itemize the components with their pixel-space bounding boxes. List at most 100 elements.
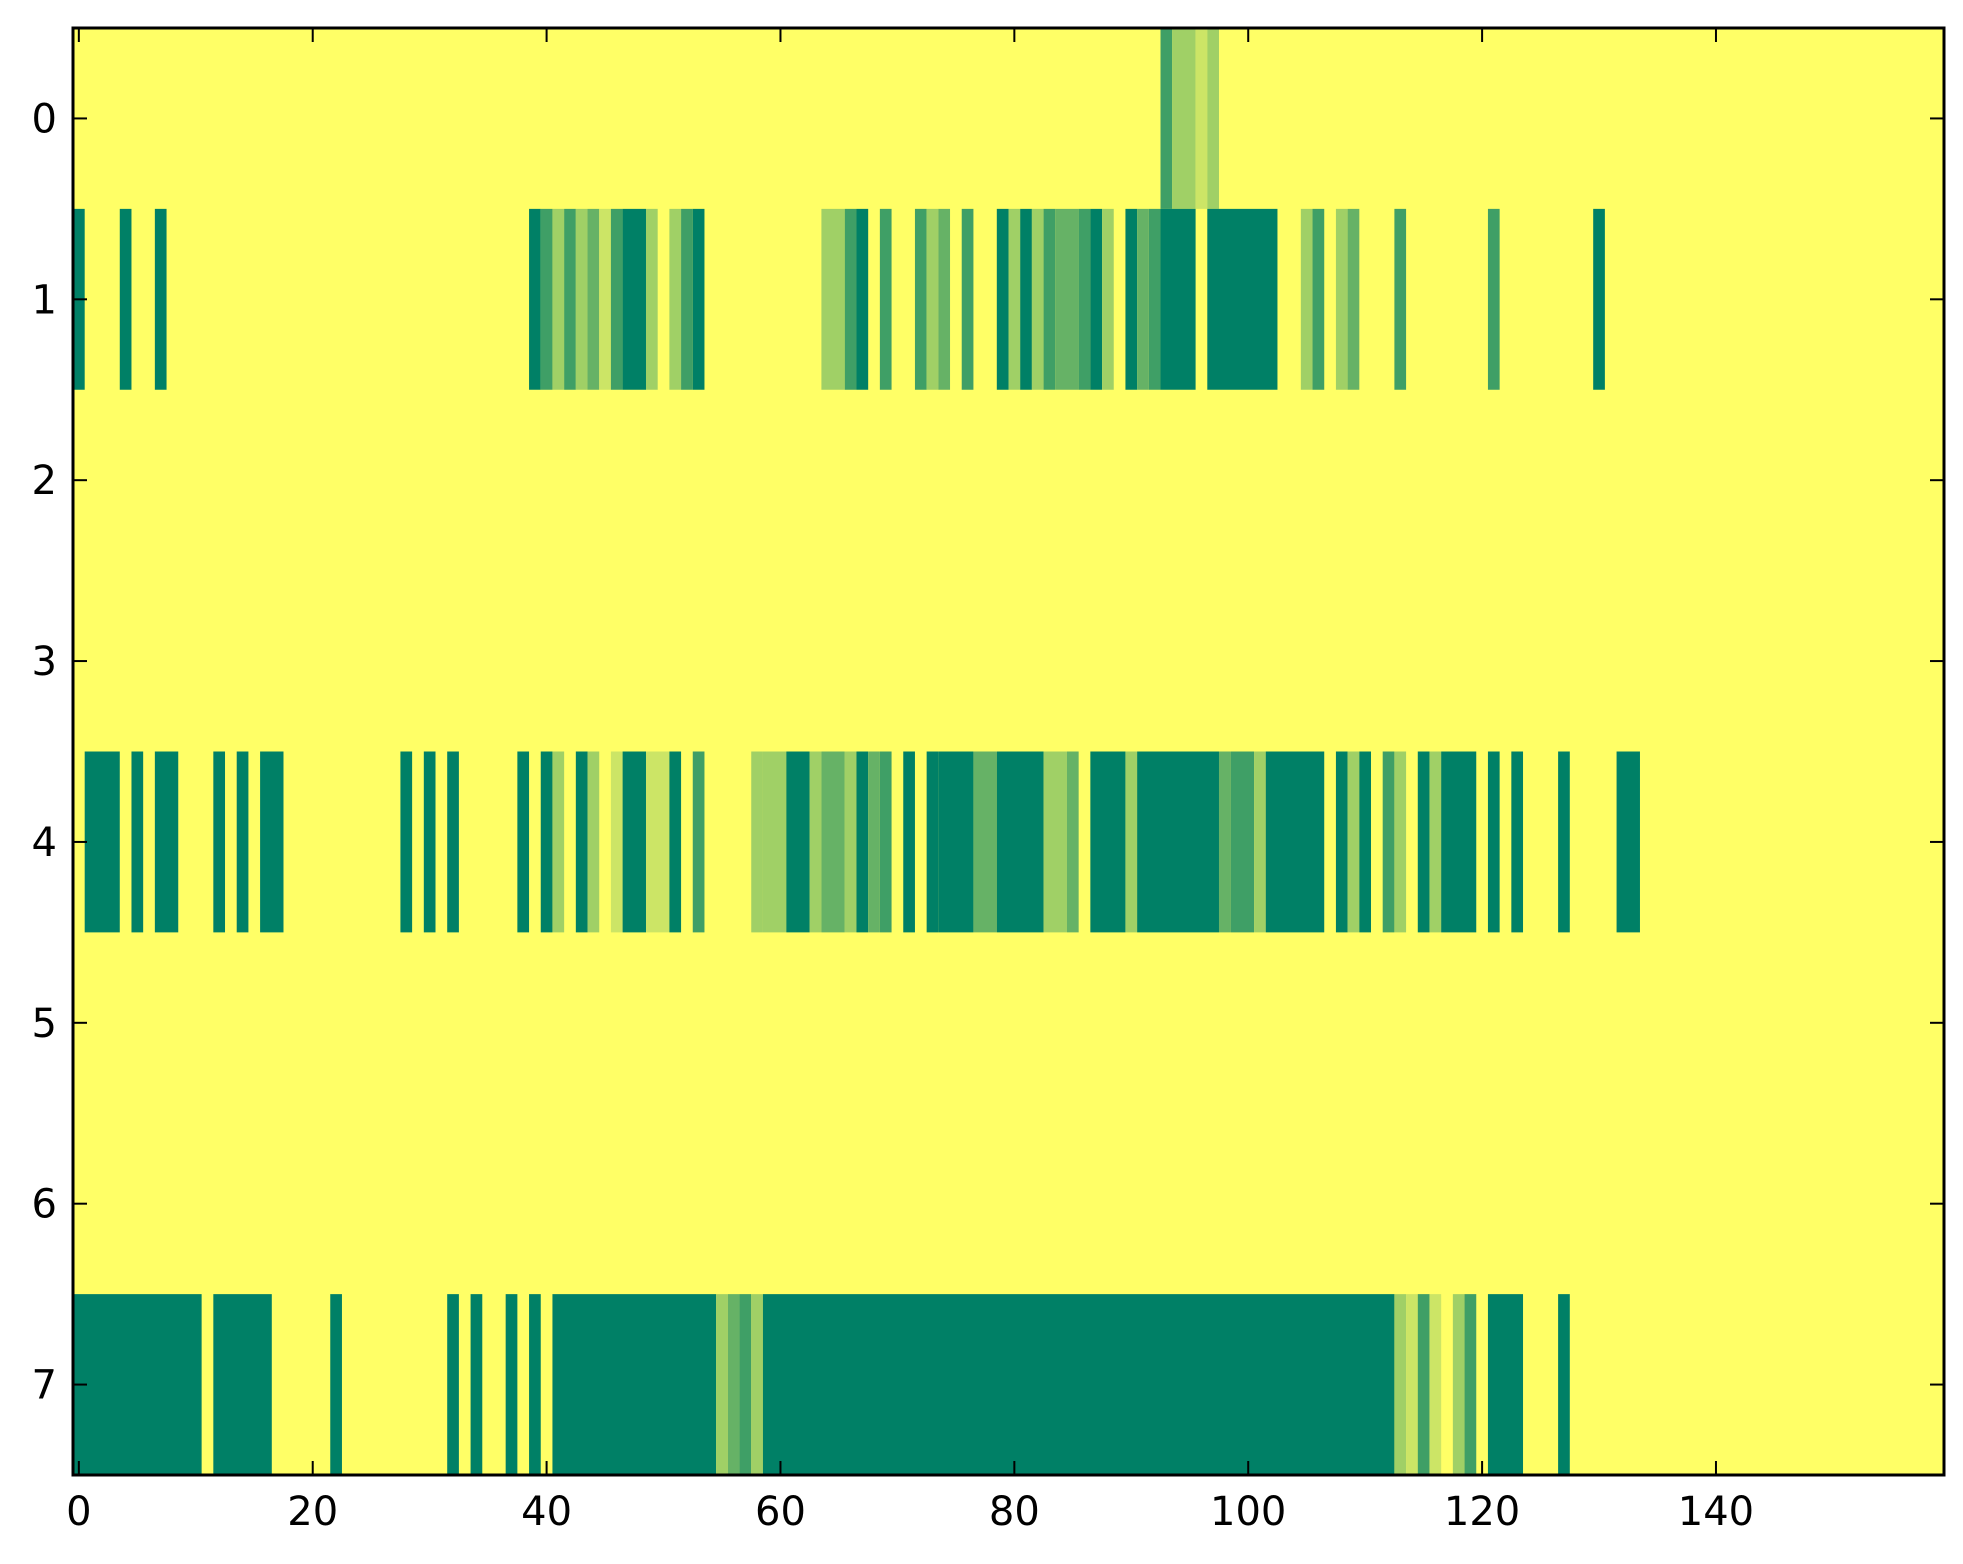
heatmap-cell-row-1 <box>856 208 869 390</box>
heatmap-cell-row-4 <box>692 751 705 933</box>
heatmap-cell-row-1 <box>681 208 693 390</box>
heatmap-cell-row-1 <box>1102 208 1114 390</box>
heatmap-cell-row-1 <box>587 208 600 390</box>
plot-frame <box>71 26 1946 1477</box>
heatmap-cell-row-4 <box>552 751 565 933</box>
heatmap-cell-row-4 <box>868 751 880 933</box>
heatmap-cell-row-4 <box>400 751 413 933</box>
heatmap-cell-row-4 <box>1125 751 1138 933</box>
heatmap-cell-row-7 <box>213 1294 272 1475</box>
heatmap-cell-row-4 <box>1043 751 1067 933</box>
heatmap-cell-row-4 <box>996 751 1044 933</box>
heatmap-cell-row-7 <box>529 1294 541 1475</box>
heatmap-cell-row-4 <box>1218 751 1231 933</box>
heatmap-cell-row-7 <box>1417 1294 1430 1475</box>
y-tick-label: 7 <box>32 1363 57 1409</box>
y-tick-label: 1 <box>32 277 57 323</box>
heatmap-cell-row-7 <box>470 1294 483 1475</box>
heatmap-cell-row-1 <box>996 208 1009 390</box>
heatmap-cell-row-0 <box>1195 28 1208 209</box>
heatmap-cell-row-4 <box>809 751 822 933</box>
heatmap-cell-row-7 <box>447 1294 459 1475</box>
heatmap-cell-row-1 <box>669 208 682 390</box>
heatmap-cell-row-7 <box>751 1294 763 1475</box>
heatmap-cell-row-0 <box>1160 28 1173 209</box>
y-tick-label: 4 <box>32 820 57 866</box>
heatmap-cell-row-1 <box>1207 208 1278 390</box>
x-tick-label: 80 <box>989 1489 1040 1535</box>
heatmap-cell-row-4 <box>1511 751 1524 933</box>
heatmap-cell-row-1 <box>1312 208 1325 390</box>
heatmap-cell-row-7 <box>1464 1294 1477 1475</box>
heatmap-cell-row-4 <box>1066 751 1079 933</box>
heatmap-cell-row-1 <box>540 208 553 390</box>
x-tick-label: 100 <box>1210 1489 1286 1535</box>
heatmap-cell-row-1 <box>926 208 939 390</box>
x-tick-label: 60 <box>755 1489 806 1535</box>
heatmap-cells <box>73 28 1640 1475</box>
heatmap-cell-row-1 <box>1031 208 1044 390</box>
heatmap-cell-row-1 <box>610 208 623 390</box>
heatmap-cell-row-1 <box>529 208 541 390</box>
heatmap-cell-row-1 <box>1487 208 1500 390</box>
heatmap-cell-row-7 <box>739 1294 752 1475</box>
y-tick-label: 0 <box>32 96 57 142</box>
heatmap-cell-row-4 <box>575 751 588 933</box>
heatmap-cell-row-7 <box>552 1294 717 1475</box>
heatmap-cell-row-4 <box>260 751 284 933</box>
heatmap-cell-row-4 <box>856 751 869 933</box>
heatmap-cell-row-1 <box>575 208 588 390</box>
heatmap-cell-row-7 <box>762 1294 1395 1475</box>
heatmap-cell-row-4 <box>926 751 939 933</box>
heatmap-cell-row-7 <box>1558 1294 1570 1475</box>
heatmap-cell-row-4 <box>622 751 646 933</box>
heatmap-cell-row-7 <box>716 1294 728 1475</box>
heatmap-cell-row-7 <box>505 1294 518 1475</box>
heatmap-cell-row-4 <box>1254 751 1266 933</box>
heatmap-cell-row-0 <box>1207 28 1219 209</box>
heatmap-cell-row-4 <box>751 751 763 933</box>
heatmap-cell-row-7 <box>73 1294 202 1475</box>
heatmap-cell-row-4 <box>1558 751 1570 933</box>
heatmap-cell-row-1 <box>961 208 974 390</box>
heatmap-cell-row-1 <box>1137 208 1149 390</box>
heatmap-cell-row-1 <box>1394 208 1407 390</box>
heatmap-cell-row-1 <box>1090 208 1103 390</box>
x-tick-label: 120 <box>1444 1489 1520 1535</box>
heatmap-cell-row-7 <box>1406 1294 1418 1475</box>
heatmap-cell-row-4 <box>973 751 997 933</box>
heatmap-cell-row-4 <box>1359 751 1372 933</box>
heatmap-cell-row-4 <box>1382 751 1395 933</box>
heatmap-cell-row-7 <box>330 1294 342 1475</box>
heatmap-cell-row-4 <box>587 751 600 933</box>
heatmap-cell-row-7 <box>1394 1294 1407 1475</box>
heatmap-cell-row-4 <box>786 751 810 933</box>
heatmap-cell-row-4 <box>1616 751 1640 933</box>
x-axis-tick-labels: 0 20 40 60 80 100 120 140 <box>66 1489 1754 1535</box>
heatmap-cell-row-4 <box>540 751 553 933</box>
heatmap-cell-row-1 <box>564 208 576 390</box>
heatmap-cell-row-1 <box>1335 208 1348 390</box>
heatmap-cell-row-4 <box>1137 751 1219 933</box>
heatmap-cell-row-4 <box>213 751 226 933</box>
heatmap-cell-row-4 <box>447 751 459 933</box>
heatmap-cell-row-4 <box>821 751 845 933</box>
heatmap-cell-row-1 <box>844 208 857 390</box>
x-tick-label: 0 <box>66 1489 91 1535</box>
heatmap-cell-row-4 <box>1335 751 1348 933</box>
heatmap-cell-row-4 <box>844 751 857 933</box>
heatmap-cell-row-4 <box>1417 751 1430 933</box>
heatmap-cell-row-1 <box>599 208 611 390</box>
heatmap-cell-row-4 <box>645 751 670 933</box>
y-axis-tick-labels: 0 1 2 3 4 5 6 7 <box>32 96 57 1408</box>
heatmap-cell-row-1 <box>692 208 705 390</box>
heatmap-cell-row-4 <box>1429 751 1442 933</box>
heatmap-cell-row-4 <box>1090 751 1126 933</box>
heatmap-cell-row-1 <box>1020 208 1032 390</box>
heatmap-cell-row-4 <box>236 751 249 933</box>
heatmap-cell-row-4 <box>903 751 915 933</box>
heatmap-cell-row-4 <box>423 751 436 933</box>
heatmap-cell-row-4 <box>517 751 530 933</box>
heatmap-cell-row-1 <box>1078 208 1091 390</box>
